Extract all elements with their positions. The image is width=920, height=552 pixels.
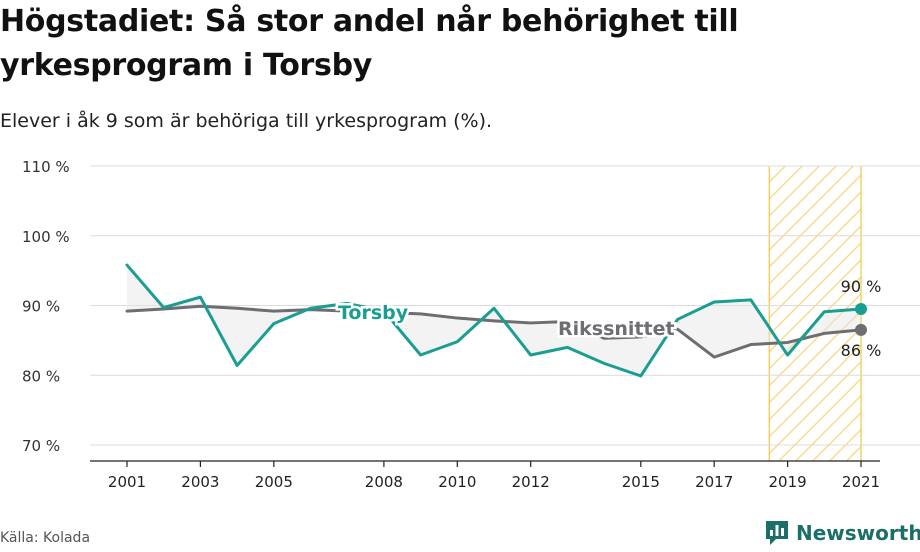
end-label-rikssnittet: 86 % <box>841 341 882 360</box>
y-tick-label: 80 % <box>22 367 60 385</box>
y-tick-label: 100 % <box>22 228 70 246</box>
brand-name: Newsworthy <box>796 521 920 545</box>
bar-chart-icon <box>766 521 788 545</box>
x-tick-label: 2017 <box>695 473 733 490</box>
x-tick-label: 2015 <box>622 473 660 490</box>
x-tick-label: 2008 <box>365 473 403 490</box>
page-title: Högstadiet: Så stor andel når behörighet… <box>0 4 739 83</box>
y-tick-label: 70 % <box>22 437 60 455</box>
x-tick-label: 2021 <box>842 473 880 490</box>
line-chart: 70 % 80 % 90 % 100 % 110 % 2001 2003 2005 2008 2… <box>22 158 920 490</box>
source-note: Källa: Kolada <box>0 530 91 546</box>
x-tick-label: 2005 <box>255 473 293 490</box>
end-label-torsby: 90 % <box>841 277 882 296</box>
series-label-rikssnittet: Rikssnittet <box>558 318 675 340</box>
series-line-rikssnittet <box>125 304 863 359</box>
highlight-band <box>769 166 861 461</box>
brand-logo: Newsworthy <box>764 519 920 547</box>
x-tick-label: 2010 <box>438 473 476 490</box>
x-tick-label: 2019 <box>769 473 807 490</box>
series-line-torsby <box>125 263 863 378</box>
x-tick-label: 2012 <box>512 473 550 490</box>
y-tick-label: 110 % <box>22 158 70 176</box>
chart-subtitle: Elever i åk 9 som är behöriga till yrkes… <box>0 110 493 132</box>
x-tick-label: 2003 <box>181 473 219 490</box>
end-point <box>855 302 867 315</box>
x-tick-label: 2001 <box>108 473 146 490</box>
series-label-torsby: Torsby <box>338 302 409 324</box>
y-tick-label: 90 % <box>22 298 60 316</box>
end-point <box>855 323 867 336</box>
